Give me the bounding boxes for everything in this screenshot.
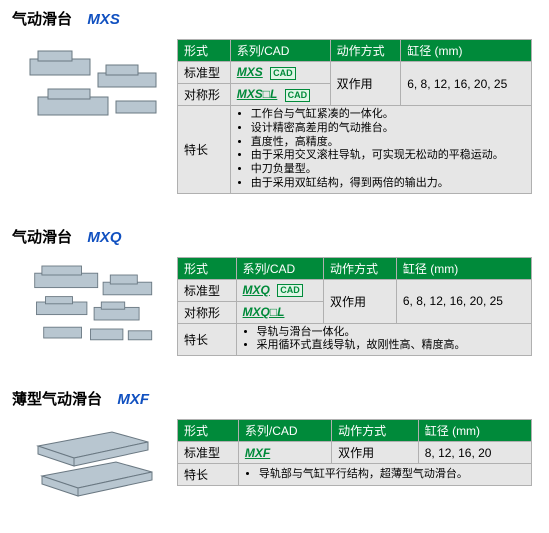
- series-link[interactable]: MXQ: [243, 283, 270, 297]
- table-row-features: 特长 导轨部与气缸平行结构，超薄型气动滑台。: [178, 464, 532, 486]
- spec-table: 形式 系列/CAD 动作方式 缸径 (mm) 标准型 MXQ CAD 双作用 6…: [177, 257, 532, 357]
- col-action: 动作方式: [323, 257, 396, 279]
- col-series: 系列/CAD: [230, 40, 330, 62]
- cell-series: MXQ□L: [236, 301, 323, 323]
- table-header-row: 形式 系列/CAD 动作方式 缸径 (mm): [178, 420, 532, 442]
- cell-action: 双作用: [323, 279, 396, 323]
- product-section: 气动滑台 MXQ 形式 系列/CAD 动作方式 缸径 (mm) 标准型: [0, 218, 549, 381]
- series-link[interactable]: MXF: [245, 446, 270, 460]
- cad-badge[interactable]: CAD: [270, 67, 296, 80]
- section-title-zh: 气动滑台: [12, 11, 72, 28]
- col-action: 动作方式: [332, 420, 419, 442]
- cad-badge[interactable]: CAD: [277, 284, 303, 297]
- table-row: 标准型 MXQ CAD 双作用 6, 8, 12, 16, 20, 25: [178, 279, 532, 301]
- col-action: 动作方式: [330, 40, 401, 62]
- feature-item: 设计精密高差用的气动推台。: [251, 122, 525, 136]
- table-row: 标准型 MXF 双作用 8, 12, 16, 20: [178, 442, 532, 464]
- feature-item: 采用循环式直线导轨，故刚性高、精度高。: [257, 339, 525, 353]
- section-title: 气动滑台 MXQ: [12, 226, 537, 247]
- product-image: [12, 39, 177, 129]
- product-section: 气动滑台 MXS 形式 系列/CAD 动作方式 缸径 (mm) 标准型 MXS: [0, 0, 549, 218]
- cell-series: MXF: [238, 442, 331, 464]
- feature-item: 导轨与滑台一体化。: [257, 326, 525, 340]
- cell-series: MXS□L CAD: [230, 84, 330, 106]
- col-form: 形式: [178, 257, 237, 279]
- cell-form: 标准型: [178, 442, 239, 464]
- feature-item: 由于采用交叉滚柱导轨，可实现无松动的平稳运动。: [251, 149, 525, 163]
- section-title-en: MXS: [87, 11, 120, 28]
- col-bore: 缸径 (mm): [401, 40, 532, 62]
- cell-bore: 6, 8, 12, 16, 20, 25: [396, 279, 531, 323]
- col-bore: 缸径 (mm): [396, 257, 531, 279]
- cell-action: 双作用: [332, 442, 419, 464]
- feature-item: 中刀负量型。: [251, 163, 525, 177]
- cell-feature-label: 特长: [178, 323, 237, 356]
- col-bore: 缸径 (mm): [418, 420, 531, 442]
- feature-item: 工作台与气缸紧凑的一体化。: [251, 108, 525, 122]
- section-title-en: MXQ: [87, 229, 121, 246]
- table-row-features: 特长 导轨与滑台一体化。 采用循环式直线导轨，故刚性高、精度高。: [178, 323, 532, 356]
- series-link[interactable]: MXS□L: [237, 87, 278, 101]
- feature-item: 直度性，高精度。: [251, 136, 525, 150]
- product-section: 薄型气动滑台 MXF 形式 系列/CAD 动作方式 缸径 (mm) 标准型: [0, 380, 549, 533]
- product-image: [12, 419, 177, 509]
- cell-features: 导轨部与气缸平行结构，超薄型气动滑台。: [238, 464, 531, 486]
- section-title-zh: 薄型气动滑台: [12, 391, 102, 408]
- section-title: 薄型气动滑台 MXF: [12, 388, 537, 409]
- col-form: 形式: [178, 420, 239, 442]
- table-header-row: 形式 系列/CAD 动作方式 缸径 (mm): [178, 40, 532, 62]
- cell-form: 标准型: [178, 62, 231, 84]
- col-series: 系列/CAD: [236, 257, 323, 279]
- spec-table: 形式 系列/CAD 动作方式 缸径 (mm) 标准型 MXF 双作用 8, 12…: [177, 419, 532, 486]
- table-row-features: 特长 工作台与气缸紧凑的一体化。 设计精密高差用的气动推台。 直度性，高精度。 …: [178, 106, 532, 194]
- cell-bore: 8, 12, 16, 20: [418, 442, 531, 464]
- section-title-zh: 气动滑台: [12, 229, 72, 246]
- cell-form: 对称形: [178, 84, 231, 106]
- cell-form: 对称形: [178, 301, 237, 323]
- section-title-en: MXF: [117, 391, 149, 408]
- cell-feature-label: 特长: [178, 464, 239, 486]
- col-series: 系列/CAD: [238, 420, 331, 442]
- spec-table: 形式 系列/CAD 动作方式 缸径 (mm) 标准型 MXS CAD 双作用 6…: [177, 39, 532, 194]
- cell-bore: 6, 8, 12, 16, 20, 25: [401, 62, 532, 106]
- cell-features: 导轨与滑台一体化。 采用循环式直线导轨，故刚性高、精度高。: [236, 323, 531, 356]
- series-link[interactable]: MXS: [237, 65, 263, 79]
- cell-series: MXQ CAD: [236, 279, 323, 301]
- feature-item: 导轨部与气缸平行结构，超薄型气动滑台。: [259, 468, 525, 482]
- cell-action: 双作用: [330, 62, 401, 106]
- cell-series: MXS CAD: [230, 62, 330, 84]
- table-row: 标准型 MXS CAD 双作用 6, 8, 12, 16, 20, 25: [178, 62, 532, 84]
- series-link[interactable]: MXQ□L: [243, 305, 285, 319]
- product-image: [12, 257, 177, 347]
- cad-badge[interactable]: CAD: [285, 89, 311, 102]
- col-form: 形式: [178, 40, 231, 62]
- cell-form: 标准型: [178, 279, 237, 301]
- feature-item: 由于采用双缸结构，得到两倍的输出力。: [251, 177, 525, 191]
- section-title: 气动滑台 MXS: [12, 8, 537, 29]
- table-header-row: 形式 系列/CAD 动作方式 缸径 (mm): [178, 257, 532, 279]
- cell-feature-label: 特长: [178, 106, 231, 194]
- cell-features: 工作台与气缸紧凑的一体化。 设计精密高差用的气动推台。 直度性，高精度。 由于采…: [230, 106, 531, 194]
